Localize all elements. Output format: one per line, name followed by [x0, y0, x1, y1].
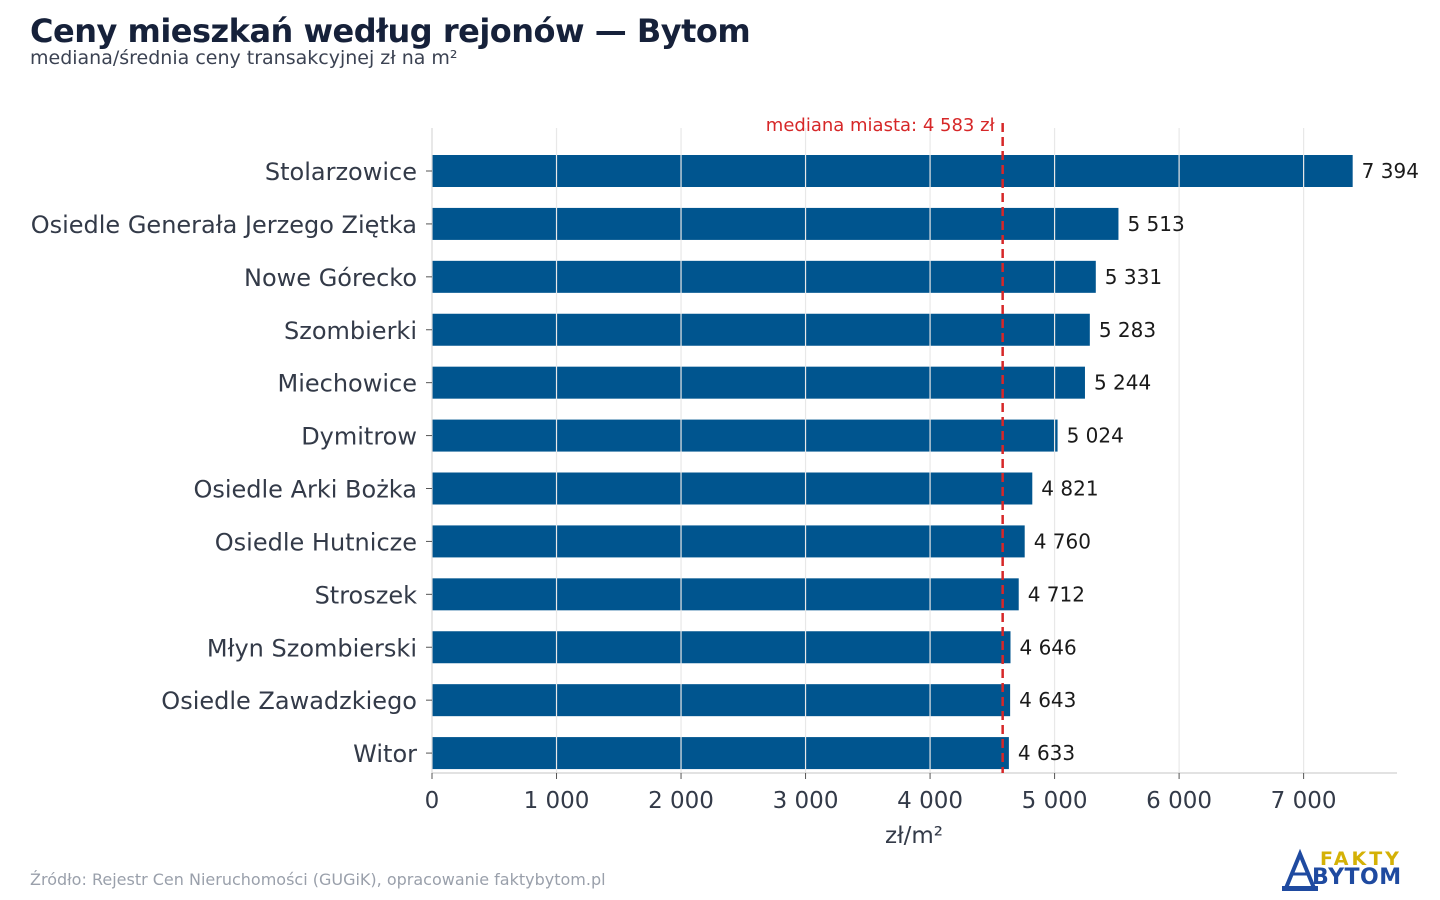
- bar: [432, 260, 1096, 293]
- bar: [432, 419, 1058, 452]
- bar: [432, 207, 1119, 240]
- value-label: 4 643: [1019, 688, 1076, 712]
- value-label: 5 283: [1099, 318, 1156, 342]
- bar: [432, 684, 1011, 717]
- category-label: Osiedle Generała Jerzego Ziętka: [31, 211, 417, 239]
- source-note: Źródło: Rejestr Cen Nieruchomości (GUGiK…: [30, 870, 606, 889]
- bar: [432, 631, 1011, 664]
- category-label: Osiedle Hutnicze: [215, 528, 417, 556]
- value-label: 5 244: [1094, 371, 1151, 395]
- bar: [432, 472, 1033, 505]
- chart-subtitle: mediana/średnia ceny transakcyjnej zł na…: [30, 47, 458, 69]
- x-tick-label: 5 000: [1022, 788, 1088, 814]
- bar: [432, 155, 1353, 187]
- logo-text-bytom: BYTOM: [1312, 865, 1402, 890]
- category-label: Osiedle Arki Bożka: [193, 476, 417, 504]
- value-label: 5 513: [1127, 212, 1184, 236]
- value-label: 5 024: [1067, 424, 1124, 448]
- bar: [432, 578, 1019, 611]
- x-tick-label: 3 000: [773, 788, 839, 814]
- category-label: Osiedle Zawadzkiego: [161, 687, 417, 715]
- bar: [432, 737, 1009, 770]
- median-label: mediana miasta: 4 583 zł: [766, 115, 996, 136]
- x-axis-label: zł/m²: [885, 823, 943, 849]
- category-label: Stroszek: [315, 581, 418, 609]
- x-tick-label: 7 000: [1271, 788, 1337, 814]
- x-tick-label: 0: [425, 788, 440, 814]
- category-label: Stolarzowice: [265, 158, 417, 186]
- x-tick-label: 1 000: [524, 788, 590, 814]
- category-label: Nowe Górecko: [244, 264, 417, 292]
- value-label: 4 646: [1020, 635, 1077, 659]
- x-tick-label: 4 000: [897, 788, 963, 814]
- category-label: Miechowice: [278, 370, 418, 398]
- category-label: Szombierki: [284, 317, 417, 345]
- category-label: Witor: [353, 740, 417, 768]
- mine-tower-icon: [1282, 848, 1318, 891]
- fakty-bytom-logo: FAKTY BYTOM: [1282, 848, 1417, 892]
- chart-title: Ceny mieszkań według rejonów — Bytom: [30, 12, 751, 50]
- bar: [432, 366, 1085, 399]
- category-label: Dymitrow: [301, 423, 417, 451]
- logo-text-fakty: FAKTY: [1320, 848, 1402, 870]
- value-label: 4 712: [1028, 582, 1085, 606]
- value-label: 7 394: [1362, 159, 1419, 183]
- x-tick-label: 6 000: [1146, 788, 1212, 814]
- value-label: 4 760: [1034, 529, 1091, 553]
- bar: [432, 525, 1025, 558]
- category-label: Młyn Szombierski: [207, 634, 417, 662]
- x-tick-label: 2 000: [648, 788, 714, 814]
- value-label: 4 633: [1018, 741, 1075, 765]
- value-label: 5 331: [1105, 265, 1162, 289]
- bar: [432, 313, 1090, 346]
- value-label: 4 821: [1041, 477, 1098, 501]
